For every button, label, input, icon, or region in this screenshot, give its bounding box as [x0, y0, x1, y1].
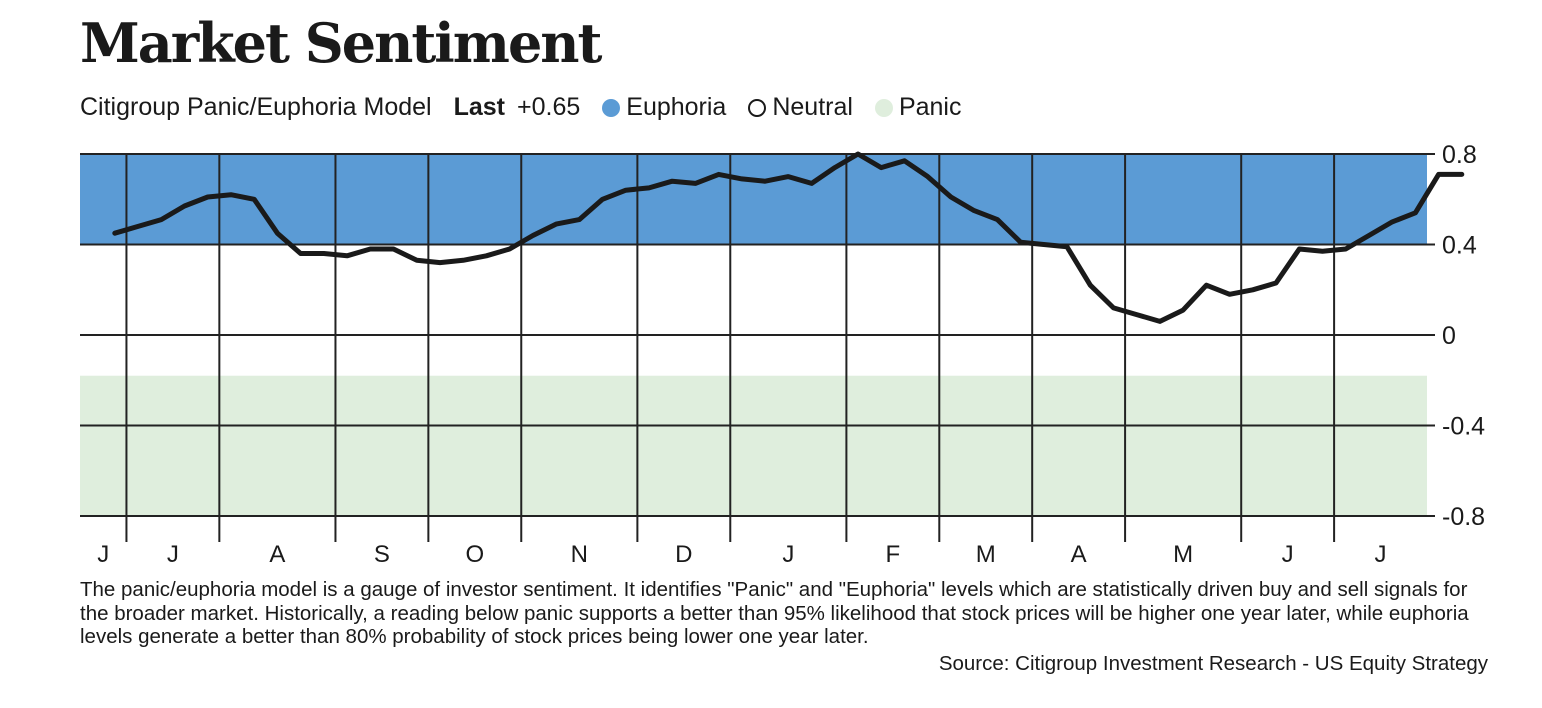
chart-footnote: The panic/euphoria model is a gauge of i…: [80, 578, 1469, 648]
x-month-label: J: [167, 541, 179, 568]
x-month-label: S: [374, 541, 390, 568]
x-month-label: J: [97, 541, 109, 568]
sentiment-chart: 0.8 0.4 0 -0.4 -0.8 J J A S O N D J F M A M J J: [80, 141, 1485, 568]
legend-item-panic: Panic: [874, 93, 962, 122]
subheader: Citigroup Panic/Euphoria Model Last +0.6…: [80, 93, 961, 122]
x-month-label: J: [1282, 541, 1294, 568]
y-tick-label: -0.4: [1442, 413, 1485, 441]
legend-item-neutral: Neutral: [748, 93, 853, 122]
euphoria-swatch-icon: [602, 98, 621, 117]
y-tick-label: -0.8: [1442, 503, 1485, 531]
euphoria-zone: [80, 154, 1427, 245]
x-month-label: O: [465, 541, 484, 568]
neutral-swatch-icon: [748, 98, 767, 117]
last-label: Last: [453, 93, 505, 121]
x-month-label: M: [1173, 541, 1193, 568]
legend-label-neutral: Neutral: [772, 93, 853, 121]
y-tick-label: 0.8: [1442, 141, 1477, 169]
x-month-label: J: [782, 541, 794, 568]
y-tick-label: 0.4: [1442, 232, 1477, 260]
x-month-label: D: [675, 541, 692, 568]
x-month-label: M: [976, 541, 996, 568]
legend-item-euphoria: Euphoria: [602, 93, 726, 122]
x-month-label: J: [1375, 541, 1387, 568]
chart-subtitle: Citigroup Panic/Euphoria Model: [80, 93, 432, 121]
chart-title: Market Sentiment: [80, 11, 602, 75]
x-month-label: F: [886, 541, 901, 568]
legend-label-euphoria: Euphoria: [626, 93, 727, 121]
legend-label-panic: Panic: [898, 93, 962, 121]
x-month-label: A: [269, 541, 285, 568]
sentiment-line: [112, 151, 1465, 324]
panic-zone: [80, 375, 1427, 516]
y-tick-label: 0: [1442, 322, 1456, 350]
x-month-label: N: [571, 541, 588, 568]
panic-swatch-icon: [874, 98, 893, 117]
x-month-label: A: [1071, 541, 1087, 568]
chart-source: Source: Citigroup Investment Research - …: [938, 652, 1488, 675]
last-value: +0.65: [517, 93, 581, 121]
